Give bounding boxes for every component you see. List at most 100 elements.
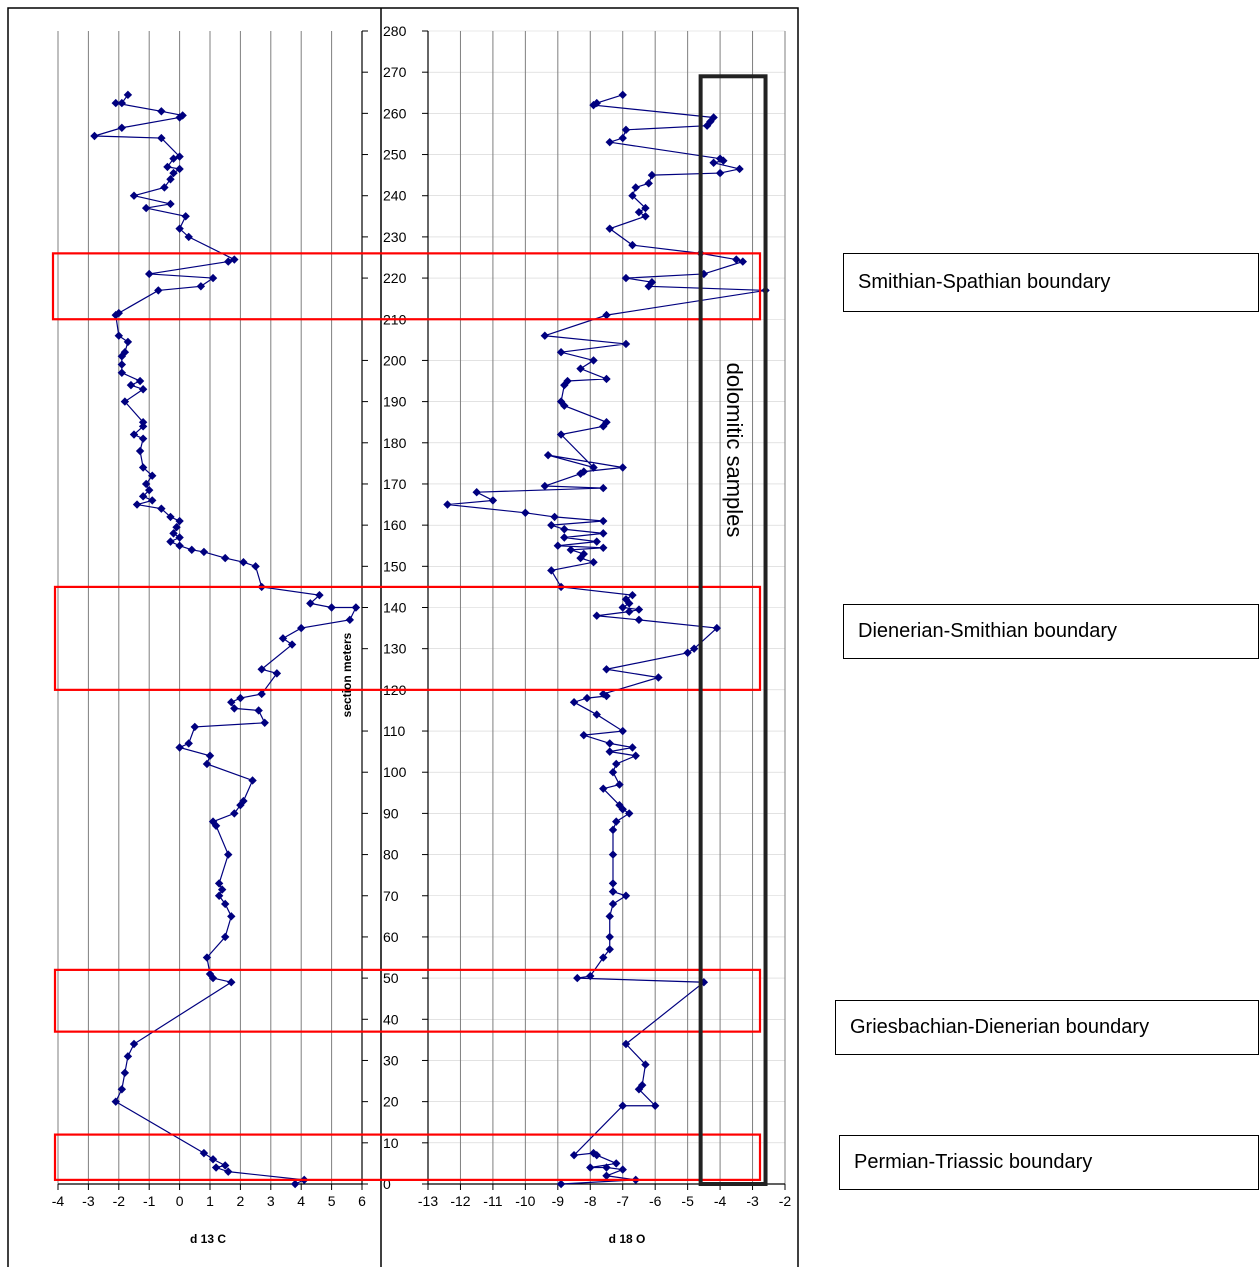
carbon-data-point — [205, 969, 215, 979]
carbon-data-point — [175, 516, 184, 526]
oxygen-data-point — [709, 113, 718, 122]
oxygen-data-point — [599, 689, 608, 699]
oxygen-data-point — [563, 376, 572, 386]
boundary-label-permian-triassic: Permian-Triassic boundary — [839, 1135, 1259, 1190]
carbon-data-point — [117, 123, 127, 132]
carbon-data-point — [181, 212, 190, 221]
carbon-data-point — [227, 978, 236, 987]
oxygen-data-point — [621, 891, 631, 900]
depth-tick-label: 30 — [383, 1052, 399, 1068]
carbon-data-point — [315, 590, 324, 600]
carbon-tick-label: 3 — [267, 1193, 275, 1209]
carbon-data-point — [123, 337, 133, 347]
carbon-data-point — [327, 603, 336, 612]
depth-tick-label: 260 — [383, 105, 407, 121]
carbon-data-point — [239, 796, 248, 806]
depth-tick-label: 250 — [383, 147, 407, 163]
oxygen-data-point — [634, 1085, 644, 1094]
oxygen-data-point — [579, 730, 588, 740]
carbon-data-point — [199, 547, 209, 557]
oxygen-tick-label: -10 — [515, 1193, 535, 1209]
carbon-data-point — [306, 599, 315, 608]
oxygen-data-point — [641, 203, 650, 213]
oxygen-data-point — [599, 529, 608, 538]
boundary-box — [53, 968, 762, 1033]
depth-tick-label: 160 — [383, 517, 407, 533]
oxygen-tick-label: -7 — [617, 1193, 630, 1209]
carbon-tick-label: 4 — [297, 1193, 305, 1209]
carbon-data-point — [297, 623, 306, 633]
carbon-data-point — [251, 562, 260, 571]
carbon-data-point — [211, 1163, 221, 1172]
carbon-data-point — [132, 500, 142, 509]
carbon-data-point — [117, 360, 127, 369]
carbon-data-point — [221, 899, 230, 909]
oxygen-data-point — [608, 850, 618, 859]
chart-frame — [7, 7, 799, 1267]
carbon-data-point — [166, 537, 175, 546]
oxygen-data-point — [592, 611, 601, 620]
oxygen-data-point — [608, 768, 618, 777]
oxygen-data-point — [621, 595, 631, 604]
oxygen-tick-label: -5 — [681, 1193, 694, 1209]
depth-tick-label: 190 — [383, 394, 407, 410]
oxygen-data-point — [625, 607, 634, 616]
carbon-data-point — [208, 817, 218, 826]
oxygen-data-point — [579, 549, 588, 559]
oxygen-data-point — [608, 879, 618, 888]
oxygen-data-point — [638, 1080, 647, 1090]
oxygen-data-point — [592, 537, 601, 546]
boundary-label-smithian-spathian: Smithian-Spathian boundary — [843, 253, 1259, 312]
depth-tick-label: 40 — [383, 1011, 399, 1027]
boundary-label-griesbachian-dienerian: Griesbachian-Dienerian boundary — [835, 1000, 1259, 1055]
carbon-data-point — [239, 558, 248, 567]
oxygen-data-point — [618, 90, 627, 100]
carbon-data-point — [208, 273, 218, 283]
oxygen-tick-label: -6 — [649, 1193, 662, 1209]
oxygen-data-point — [631, 183, 640, 192]
carbon-data-point — [123, 1052, 133, 1061]
carbon-data-point — [221, 932, 230, 942]
oxygen-data-point — [612, 759, 621, 769]
carbon-data-point — [236, 800, 245, 810]
oxygen-tick-label: -8 — [584, 1193, 597, 1209]
oxygen-data-point — [618, 726, 627, 736]
oxygen-data-point — [599, 516, 608, 526]
carbon-data-point — [175, 533, 184, 542]
oxygen-data-point — [608, 899, 618, 909]
carbon-data-point — [224, 850, 233, 859]
boundary-boxes — [51, 252, 762, 1181]
oxygen-data-point — [566, 545, 575, 555]
oxygen-data-point — [706, 117, 715, 126]
oxygen-data-point — [589, 356, 598, 365]
oxygen-data-point — [556, 430, 566, 439]
carbon-data-point — [138, 463, 148, 472]
depth-tick-label: 60 — [383, 929, 399, 945]
oxygen-data-point — [599, 784, 608, 793]
oxygen-data-point — [553, 541, 563, 550]
depth-tick-label: 110 — [383, 723, 406, 739]
oxygen-data-point — [605, 747, 614, 756]
carbon-data-point — [254, 706, 263, 715]
oxygen-data-point — [605, 739, 614, 748]
carbon-data-point — [138, 417, 148, 427]
carbon-data-point — [205, 751, 215, 760]
carbon-tick-label: -3 — [82, 1193, 95, 1209]
depth-tick-label: 100 — [383, 764, 407, 780]
oxygen-data-point — [599, 422, 608, 431]
carbon-data-point — [163, 162, 172, 172]
carbon-data-point — [236, 693, 245, 703]
oxygen-tick-label: -9 — [552, 1193, 565, 1209]
oxygen-data-point — [599, 543, 608, 552]
carbon-data-point — [114, 331, 123, 340]
oxygen-data-point — [625, 599, 634, 608]
oxygen-data-point — [644, 179, 653, 188]
oxygen-data-point — [689, 644, 699, 653]
oxygen-data-point — [569, 1150, 579, 1160]
oxygen-data-point — [592, 1150, 601, 1160]
oxygen-data-point — [615, 780, 624, 789]
oxygen-data-point — [556, 397, 566, 406]
carbon-data-point — [217, 885, 227, 894]
oxygen-data-point — [599, 483, 608, 493]
oxygen-data-point — [612, 1159, 621, 1168]
